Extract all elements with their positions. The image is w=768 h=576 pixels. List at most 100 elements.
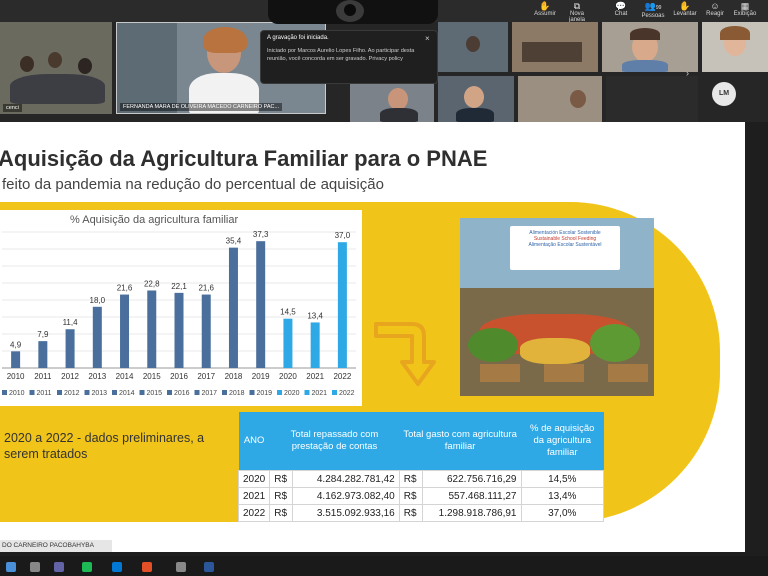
participant-tile[interactable] (512, 22, 598, 72)
bar-value-label: 21,6 (198, 284, 214, 293)
legend-entry: 2019 (257, 390, 273, 397)
toolbar-react-button[interactable]: ☺ Reagir (700, 1, 730, 17)
legend-swatch (57, 390, 62, 395)
legend-entry: 2010 (9, 390, 25, 397)
table-cell-repassado: 4.162.973.082,40 (292, 487, 400, 505)
legend-entry: 2018 (229, 390, 245, 397)
bar-value-label: 11,4 (63, 318, 79, 327)
x-tick-label: 2014 (116, 372, 134, 381)
participant-tile[interactable] (702, 22, 768, 72)
bar-value-label: 37,0 (335, 231, 351, 240)
table-header-year: ANO (238, 412, 270, 471)
toolbar-raise-hand-button[interactable]: ✋ Levantar (670, 1, 700, 17)
toolbar-new-window-button[interactable]: ⧉ Nova janela (562, 1, 592, 23)
chart-canvas: 4,9 2010 7,9 2011 11,4 2012 18,0 2013 21,6 2014 22… (2, 230, 356, 397)
legend-swatch (112, 390, 117, 395)
start-icon[interactable] (6, 562, 16, 572)
legend-entry: 2016 (174, 390, 190, 397)
table-row: 2021 R$ 4.162.973.082,40 R$ 557.468.111,… (237, 487, 604, 505)
bar-value-label: 13,4 (307, 311, 323, 320)
table-row: 2022 R$ 3.515.092.933,16 R$ 1.298.918.78… (237, 504, 604, 522)
x-tick-label: 2011 (34, 372, 52, 381)
chart-bar (11, 351, 21, 368)
toolbar-assumir-button[interactable]: ✋ Assumir (530, 1, 560, 17)
school-feeding-photo: Alimentación Escolar Sostenible Sustaina… (460, 218, 654, 396)
word-icon[interactable] (204, 562, 214, 572)
table-cell-year: 2021 (237, 487, 271, 505)
table-cell-year: 2022 (237, 504, 271, 522)
x-tick-label: 2017 (197, 372, 215, 381)
chart-bar (65, 329, 75, 368)
legend-swatch (277, 390, 282, 395)
x-tick-label: 2010 (7, 372, 25, 381)
bar-value-label: 22,8 (144, 279, 160, 288)
legend-swatch (222, 390, 227, 395)
legend-swatch (2, 390, 7, 395)
acquisition-table: ANO Total repassado com prestação de con… (237, 412, 604, 522)
toolbar-chat-button[interactable]: 💬 Chat (606, 1, 636, 17)
legend-swatch (249, 390, 255, 395)
table-header-gasto: Total gasto com agricultura familiar (399, 412, 521, 471)
participant-tile[interactable] (602, 22, 698, 72)
legend-entry: 2014 (119, 390, 135, 397)
table-cell-pct: 13,4% (520, 487, 604, 505)
app-icon[interactable] (176, 562, 186, 572)
data-note: 2020 a 2022 - dados preliminares, a sere… (4, 431, 205, 461)
x-tick-label: 2020 (279, 372, 297, 381)
photo-banner-line: Alimentação Escolar Sustentável (528, 242, 602, 248)
participant-tile[interactable] (606, 76, 698, 122)
outlook-icon[interactable] (112, 562, 122, 572)
react-icon: ☺ (710, 1, 720, 11)
table-cell-currency: R$ (269, 470, 294, 488)
legend-swatch (332, 390, 337, 395)
legend-swatch (84, 390, 90, 395)
bar-value-label: 35,4 (226, 237, 242, 246)
bar-value-label: 37,3 (253, 230, 269, 239)
teams-icon[interactable] (54, 562, 64, 572)
chart-bar (228, 247, 238, 368)
table-header-repassado: Total repassado com prestação de contas (269, 412, 400, 471)
avatar[interactable]: LM (712, 82, 736, 106)
toolbar-view-button[interactable]: ▦ Exibição (730, 1, 760, 17)
recording-message: Iniciado por Marcos Aurelio Lopes Filho.… (267, 48, 415, 62)
app-icon[interactable] (142, 562, 152, 572)
chart-bar (92, 306, 102, 368)
spotify-icon[interactable] (82, 562, 92, 572)
bar-value-label: 4,9 (10, 340, 22, 349)
close-icon[interactable]: × (425, 34, 430, 43)
window-icon: ⧉ (573, 1, 581, 11)
table-cell-gasto: 557.468.111,27 (421, 487, 522, 505)
participant-tile[interactable]: cenci (0, 22, 112, 114)
table-cell-gasto: 1.298.918.786,91 (421, 504, 522, 522)
presenter-name-label: DO CARNEIRO PACOBAHYBA (0, 540, 112, 552)
bar-value-label: 7,9 (37, 330, 49, 339)
photo-banner-line: Alimentación Escolar Sostenible (529, 230, 601, 236)
participant-tile[interactable] (438, 76, 514, 122)
raise-hand-icon: ✋ (679, 1, 691, 11)
bar-value-label: 18,0 (90, 296, 106, 305)
legend-entry: 2015 (147, 390, 163, 397)
table-cell-currency: R$ (398, 470, 423, 488)
table-cell-pct: 14,5% (520, 470, 604, 488)
participant-tile[interactable] (438, 22, 508, 72)
chart-bar (337, 242, 347, 368)
recording-title: A gravação foi iniciada. (267, 35, 329, 41)
chart-bar (174, 292, 184, 368)
participant-tile[interactable] (518, 76, 602, 122)
recording-notification: A gravação foi iniciada. × Iniciado por … (260, 30, 438, 84)
legend-entry: 2020 (284, 390, 300, 397)
search-icon[interactable] (30, 562, 40, 572)
x-tick-label: 2015 (143, 372, 161, 381)
participant-name: cenci (3, 104, 22, 112)
chevron-right-icon[interactable]: › (686, 68, 689, 78)
toolbar-people-button[interactable]: 👥99 Pessoas (638, 1, 668, 19)
table-cell-currency: R$ (269, 504, 294, 522)
table-header-pct: % de aquisição da agricultura familiar (521, 412, 604, 471)
x-tick-label: 2018 (225, 372, 243, 381)
chart-title: % Aquisição da agricultura familiar (70, 214, 239, 226)
legend-entry: 2011 (37, 390, 52, 397)
chart-bar (256, 241, 266, 368)
x-tick-label: 2021 (306, 372, 324, 381)
legend-entry: 2013 (92, 390, 108, 397)
legend-entry: 2017 (202, 390, 218, 397)
